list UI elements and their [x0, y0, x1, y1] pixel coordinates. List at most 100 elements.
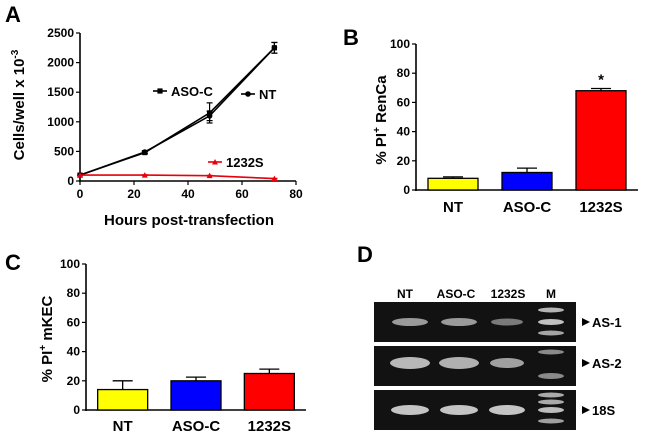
gel-lane-label-aso-c: ASO-C — [437, 287, 476, 301]
panel-c-bar — [170, 380, 222, 411]
panel-a-legend-marker — [212, 159, 218, 165]
gel-marker-band — [538, 307, 564, 313]
panel-a-x-tick-label: 40 — [181, 187, 195, 201]
panel-c-bar — [97, 388, 149, 411]
panel-c-y-axis-title-sup: + — [38, 345, 49, 351]
gel-marker-band — [538, 349, 564, 355]
panel-a-y-tick-label: 1000 — [47, 115, 74, 129]
panel-b-y-tick-label: 80 — [397, 66, 411, 80]
panel-b-category-label: ASO-C — [503, 199, 552, 216]
panel-b-y-axis-title-main: % PI — [373, 133, 390, 165]
gel-band-as-1-1232s — [491, 318, 523, 326]
panel-b-bar-chart: % PI+ RenCa 0 20 40 60 80 100 NT ASO-C 1232S * — [372, 37, 638, 216]
panel-a-y-tick-label: 2000 — [47, 56, 74, 70]
panel-c-category-label: NT — [113, 418, 133, 435]
panel-a-x-tick-label: 80 — [289, 187, 303, 201]
panel-a-y-axis-title-sup: -3 — [10, 49, 21, 58]
panel-a-y-tick-label: 500 — [54, 144, 74, 158]
panel-a-data-point — [141, 172, 148, 178]
panel-b-y-axis-title: % PI+ RenCa — [372, 75, 390, 165]
gel-marker-band — [538, 392, 564, 398]
panel-a-legend-marker — [157, 88, 163, 94]
panel-b-significance-annotation: * — [598, 72, 604, 89]
panel-letter-d: D — [357, 242, 373, 267]
panel-a-data-point — [206, 172, 213, 179]
panel-c-y-tick-label: 100 — [60, 257, 80, 271]
panel-a-y-tick-label: 2500 — [47, 26, 74, 40]
panel-letter-a: A — [5, 2, 21, 27]
panel-b-bar — [501, 171, 553, 191]
panel-a-data-point — [271, 175, 278, 182]
panel-a-y-axis-title-main: Cells/well x 10 — [11, 59, 28, 161]
gel-marker-band — [538, 399, 564, 405]
panel-c-bar — [243, 372, 295, 411]
panel-b-y-tick-label: 40 — [397, 125, 411, 139]
gel-band-as-2-aso-c — [439, 357, 479, 369]
panel-b-y-axis-title-suffix: RenCa — [373, 75, 390, 127]
panel-b-y-tick-label: 0 — [403, 183, 410, 197]
gel-band-as-2-nt — [390, 357, 430, 369]
panel-c-y-tick-label: 0 — [73, 403, 80, 417]
panel-a-legend-label: ASO-C — [171, 84, 214, 99]
panel-a-data-point — [206, 113, 213, 119]
panel-a-data-point — [271, 45, 278, 51]
gel-marker-band — [538, 319, 564, 325]
panel-a-series-line — [79, 47, 275, 176]
gel-lane-label-1232s: 1232S — [491, 287, 526, 301]
panel-a-data-point — [77, 172, 83, 178]
gel-marker-band — [538, 330, 564, 336]
panel-a-legend-label: NT — [259, 87, 276, 102]
panel-a-y-axis-title: Cells/well x 10-3 — [10, 49, 28, 160]
gel-band-18s-1232s — [489, 405, 525, 415]
panel-c-y-tick-label: 40 — [67, 345, 81, 359]
gel-band-label-as-1: AS-1 — [592, 315, 622, 330]
gel-band-as-1-aso-c — [441, 318, 477, 326]
panel-a-x-tick-label: 20 — [127, 187, 141, 201]
panel-b-bar — [575, 90, 627, 191]
panel-a-legend-marker — [245, 91, 251, 97]
panel-c-category-label: ASO-C — [172, 418, 221, 435]
panel-c-y-tick-label: 80 — [67, 286, 81, 300]
gel-lane-label-marker: M — [546, 287, 556, 301]
panel-b-category-label: NT — [443, 199, 463, 216]
gel-band-18s-nt — [391, 405, 429, 415]
panel-b-y-tick-label: 100 — [390, 37, 410, 51]
arrowhead-icon — [582, 406, 590, 414]
panel-a-y-tick-label: 1500 — [47, 85, 74, 99]
arrowhead-icon — [582, 318, 590, 326]
panel-a-series-line — [80, 174, 275, 180]
arrowhead-icon — [582, 359, 590, 367]
panel-c-category-label: 1232S — [248, 418, 291, 435]
panel-a-x-tick-label: 0 — [77, 187, 84, 201]
panel-b-category-label: 1232S — [579, 199, 622, 216]
gel-marker-band — [538, 407, 564, 413]
gel-band-18s-aso-c — [440, 405, 478, 415]
panel-b-y-axis-title-sup: + — [372, 127, 383, 133]
panel-a-data-point — [142, 149, 148, 155]
panel-letter-b: B — [343, 25, 359, 50]
gel-band-as-2-1232s — [490, 358, 524, 368]
gel-lane-label-nt: NT — [397, 287, 414, 301]
panel-b-y-tick-label: 20 — [397, 154, 411, 168]
panel-c-y-tick-label: 20 — [67, 374, 81, 388]
panel-b-y-tick-label: 60 — [397, 95, 411, 109]
panel-d-gel: NT ASO-C 1232S M AS-1 AS-2 — [374, 287, 622, 430]
gel-band-as-1-nt — [392, 318, 428, 326]
panel-a-line-chart: Hours post-transfection Cells/well x 10-… — [10, 26, 303, 229]
panel-c-y-tick-label: 60 — [67, 315, 81, 329]
gel-band-label-as-2: AS-2 — [592, 356, 622, 371]
panel-c-y-axis-title-main: % PI — [39, 351, 56, 383]
panel-c-bar-chart: % PI+ mKEC 0 20 40 60 80 100 NT ASO-C 1232S — [38, 257, 306, 435]
panel-c-y-axis-title: % PI+ mKEC — [38, 295, 56, 382]
panel-a-legend-label: 1232S — [226, 155, 264, 170]
panel-a-y-tick-label: 0 — [67, 174, 74, 188]
panel-letter-c: C — [5, 250, 21, 275]
panel-b-bar — [427, 177, 479, 191]
gel-marker-band — [538, 373, 564, 379]
panel-c-y-axis-title-suffix: mKEC — [39, 295, 56, 344]
gel-marker-band — [538, 418, 564, 424]
gel-band-label-18s: 18S — [592, 403, 615, 418]
panel-a-x-axis-title: Hours post-transfection — [104, 212, 274, 229]
panel-a-x-tick-label: 60 — [235, 187, 249, 201]
